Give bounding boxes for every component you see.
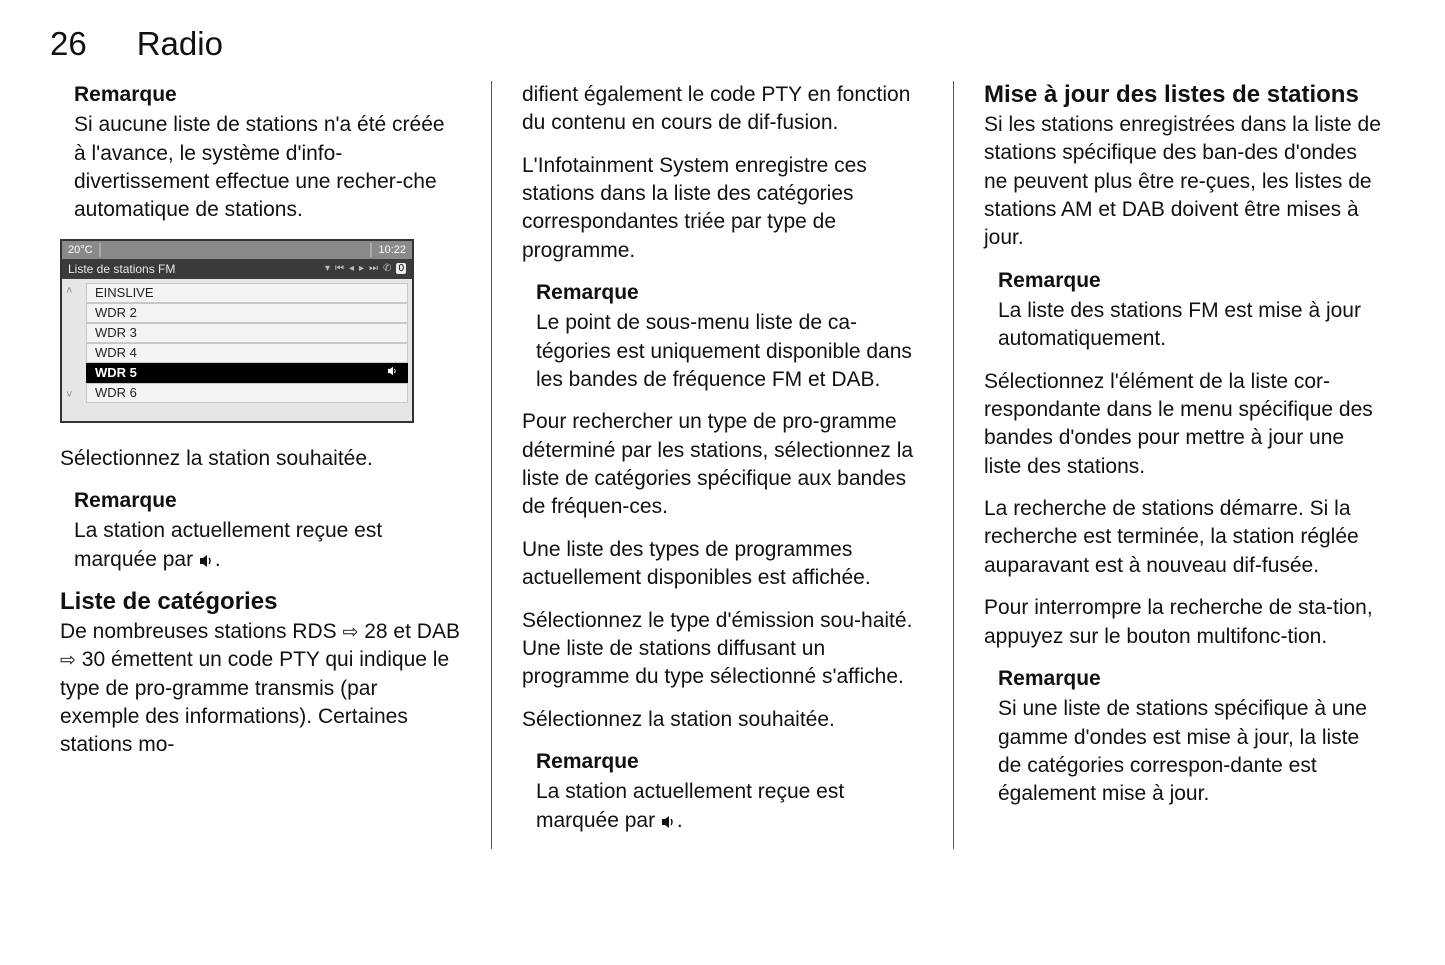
body-text: Sélectionnez la station souhaitée. bbox=[60, 445, 461, 473]
remark-body: Si une liste de stations spécifique à un… bbox=[998, 695, 1385, 808]
mock-station-list: EINSLIVE WDR 2 WDR 3 WDR 4 WDR 5 WDR 6 bbox=[86, 283, 408, 403]
body-text: Une liste des types de programmes actuel… bbox=[522, 536, 923, 593]
mock-list-title: Liste de stations FM bbox=[68, 262, 175, 276]
arrow-down-icon: ˅ bbox=[66, 389, 84, 401]
arrow-up-icon: ˄ bbox=[66, 285, 84, 297]
mock-station-row: WDR 4 bbox=[86, 343, 408, 363]
skip-fwd-icon: ⏭ bbox=[369, 263, 378, 274]
speaker-icon bbox=[199, 548, 215, 571]
speaker-icon bbox=[661, 809, 677, 832]
mock-station-label: EINSLIVE bbox=[95, 285, 154, 300]
body-text: Pour rechercher un type de pro-gramme dé… bbox=[522, 408, 923, 521]
mock-time-value: 10:22 bbox=[378, 244, 406, 256]
column-1: Remarque Si aucune liste de stations n'a… bbox=[50, 81, 491, 849]
mock-station-label: WDR 4 bbox=[95, 345, 137, 360]
remark-title: Remarque bbox=[998, 267, 1385, 295]
mock-separator bbox=[370, 243, 372, 257]
mock-station-row: WDR 2 bbox=[86, 303, 408, 323]
mock-station-label: WDR 6 bbox=[95, 385, 137, 400]
mock-station-label: WDR 5 bbox=[95, 365, 137, 380]
remark-text: La station actuellement reçue est marqué… bbox=[74, 519, 382, 570]
page-ref: 30 bbox=[82, 648, 105, 671]
remark-body: La liste des stations FM est mise à jour… bbox=[998, 297, 1385, 354]
page-number: 26 bbox=[50, 25, 87, 63]
remark-body: Le point de sous-menu liste de ca-tégori… bbox=[536, 309, 923, 394]
remark-block: Remarque La station actuellement reçue e… bbox=[536, 748, 923, 835]
body-text: De nombreuses stations RDS ⇨ 28 et DAB ⇨… bbox=[60, 618, 461, 760]
remark-block: Remarque La station actuellement reçue e… bbox=[74, 487, 461, 574]
mock-body: ˄ ˅ EINSLIVE WDR 2 WDR 3 WDR 4 WDR 5 WDR 6 bbox=[62, 279, 412, 421]
mock-station-label: WDR 2 bbox=[95, 305, 137, 320]
mock-time: 10:22 bbox=[364, 243, 406, 257]
remark-title: Remarque bbox=[998, 665, 1385, 693]
remark-block: Remarque Si une liste de stations spécif… bbox=[998, 665, 1385, 809]
remark-text: . bbox=[677, 809, 683, 832]
page-ref: 28 bbox=[364, 620, 387, 643]
mock-header-icons: ▾ ⏮ ◂ ▸ ⏭ ✆ 0 bbox=[325, 263, 406, 274]
remark-body: Si aucune liste de stations n'a été créé… bbox=[74, 111, 461, 224]
mock-station-row: WDR 6 bbox=[86, 383, 408, 403]
column-3: Mise à jour des listes de stations Si le… bbox=[954, 81, 1395, 849]
mock-station-label: WDR 3 bbox=[95, 325, 137, 340]
body-text-span: et DAB bbox=[388, 620, 460, 643]
remark-text: La station actuellement reçue est marqué… bbox=[536, 780, 844, 831]
page-title: Radio bbox=[137, 25, 223, 63]
link-arrow-icon: ⇨ bbox=[342, 620, 358, 646]
remark-block: Remarque Le point de sous-menu liste de … bbox=[536, 279, 923, 394]
body-text: Sélectionnez le type d'émission sou-hait… bbox=[522, 607, 923, 692]
remark-text: . bbox=[215, 548, 221, 571]
remark-body: La station actuellement reçue est marqué… bbox=[536, 778, 923, 835]
body-text: La recherche de stations démarre. Si la … bbox=[984, 495, 1385, 580]
section-title: Liste de catégories bbox=[60, 588, 461, 616]
section-title: Mise à jour des listes de stations bbox=[984, 81, 1385, 109]
column-2: difient également le code PTY en fonctio… bbox=[492, 81, 953, 849]
mock-scroll-arrows: ˄ ˅ bbox=[66, 283, 84, 403]
page: 26 Radio Remarque Si aucune liste de sta… bbox=[0, 0, 1445, 965]
remark-title: Remarque bbox=[74, 81, 461, 109]
page-header: 26 Radio bbox=[50, 25, 1395, 63]
mock-topbar: 20°C 10:22 bbox=[62, 241, 412, 259]
remark-title: Remarque bbox=[74, 487, 461, 515]
mock-station-row: WDR 3 bbox=[86, 323, 408, 343]
columns: Remarque Si aucune liste de stations n'a… bbox=[50, 81, 1395, 849]
mock-temperature: 20°C bbox=[68, 244, 93, 256]
mock-station-row: WDR 5 bbox=[86, 363, 408, 383]
body-text: Sélectionnez la station souhaitée. bbox=[522, 706, 923, 734]
body-text: L'Infotainment System enregistre ces sta… bbox=[522, 152, 923, 265]
signal-icon: ▾ bbox=[325, 263, 330, 274]
remark-title: Remarque bbox=[536, 279, 923, 307]
playing-icon bbox=[387, 366, 399, 379]
mock-list-header: Liste de stations FM ▾ ⏮ ◂ ▸ ⏭ ✆ 0 bbox=[62, 259, 412, 279]
remark-body: La station actuellement reçue est marqué… bbox=[74, 517, 461, 574]
body-text: difient également le code PTY en fonctio… bbox=[522, 81, 923, 138]
remark-block: Remarque La liste des stations FM est mi… bbox=[998, 267, 1385, 354]
remark-title: Remarque bbox=[536, 748, 923, 776]
station-list-screenshot: 20°C 10:22 Liste de stations FM ▾ ⏮ ◂ ▸ bbox=[60, 239, 414, 423]
body-text: Si les stations enregistrées dans la lis… bbox=[984, 111, 1385, 253]
remark-block: Remarque Si aucune liste de stations n'a… bbox=[74, 81, 461, 225]
body-text: Sélectionnez l'élément de la liste cor-r… bbox=[984, 368, 1385, 481]
mock-station-row: EINSLIVE bbox=[86, 283, 408, 303]
next-icon: ▸ bbox=[359, 263, 364, 274]
prev-icon: ◂ bbox=[349, 263, 354, 274]
body-text-span: De nombreuses stations RDS bbox=[60, 620, 342, 643]
phone-icon: ✆ bbox=[383, 263, 391, 274]
body-text-span: émettent un code PTY qui indique le type… bbox=[60, 648, 449, 756]
body-text: Pour interrompre la recherche de sta-tio… bbox=[984, 594, 1385, 651]
skip-back-icon: ⏮ bbox=[335, 263, 344, 274]
link-arrow-icon: ⇨ bbox=[60, 648, 76, 674]
mock-separator bbox=[99, 243, 101, 257]
battery-icon: 0 bbox=[396, 263, 406, 274]
